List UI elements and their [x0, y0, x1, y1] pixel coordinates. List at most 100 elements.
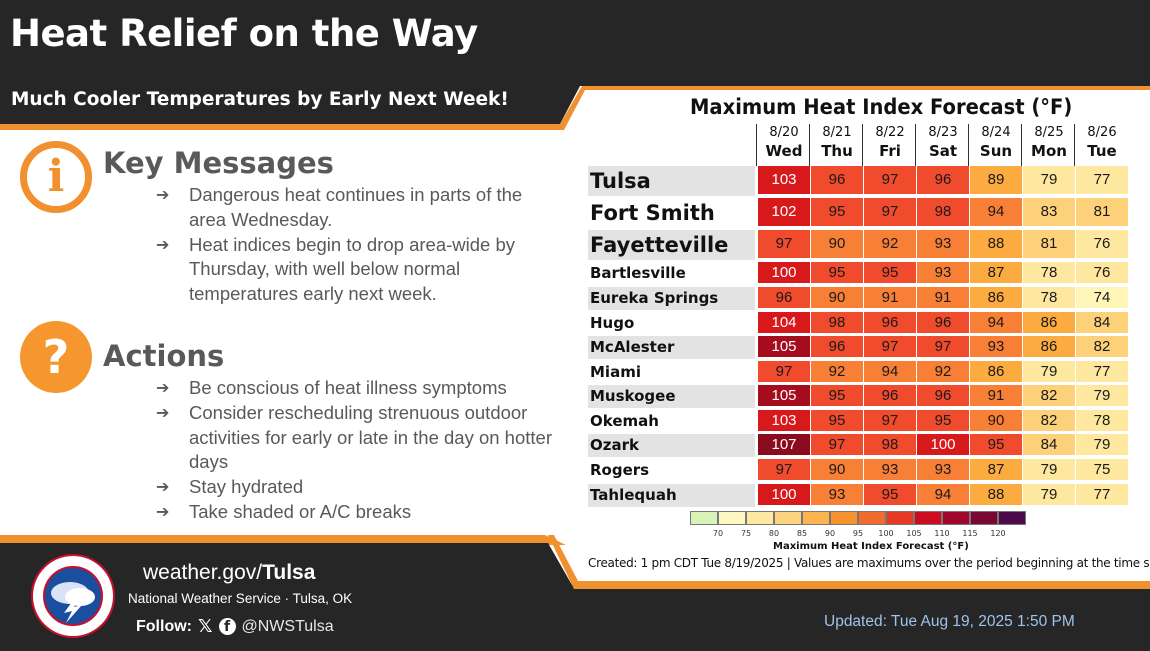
city-label: Fort Smith	[588, 198, 755, 228]
created-note: Created: 1 pm CDT Tue 8/19/2025 | Values…	[588, 556, 1150, 570]
heat-index-cell: 95	[864, 262, 916, 283]
day-weekday: Sun	[979, 142, 1013, 160]
day-date: 8/22	[875, 125, 905, 140]
heat-index-cell: 94	[917, 484, 969, 505]
day-date: 8/21	[822, 125, 852, 140]
city-label: Tahlequah	[588, 484, 755, 507]
social-handle[interactable]: @NWSTulsa	[241, 617, 334, 635]
city-label: Eureka Springs	[588, 287, 755, 310]
heat-index-cell: 95	[917, 410, 969, 431]
day-weekday: Wed	[765, 142, 803, 160]
legend-caption: Maximum Heat Index Forecast (°F)	[773, 541, 969, 552]
heat-index-cell: 93	[917, 459, 969, 480]
day-weekday: Thu	[821, 142, 853, 160]
city-label: Muskogee	[588, 385, 755, 408]
heat-index-cell: 82	[1076, 336, 1128, 357]
day-column-header: 8/23 Sat	[917, 124, 969, 161]
heat-index-cell: 94	[864, 361, 916, 382]
legend-swatch	[718, 511, 746, 525]
heat-index-cell: 92	[811, 361, 863, 382]
day-weekday: Mon	[1031, 142, 1067, 160]
page-title: Heat Relief on the Way	[10, 12, 478, 55]
heat-index-cell: 81	[1076, 198, 1128, 226]
day-date: 8/20	[769, 125, 799, 140]
website-link[interactable]: weather.gov/Tulsa	[143, 561, 316, 584]
heat-index-cell: 79	[1023, 459, 1075, 480]
day-column-header: 8/26 Tue	[1076, 124, 1128, 161]
legend-tick: 75	[740, 529, 752, 538]
day-weekday: Tue	[1087, 142, 1117, 160]
heat-index-cell: 95	[864, 484, 916, 505]
city-label: Tulsa	[588, 166, 755, 196]
facebook-icon[interactable]: f	[218, 618, 236, 635]
day-column-header: 8/21 Thu	[811, 124, 863, 161]
heat-index-cell: 94	[970, 198, 1022, 226]
heat-index-cell: 91	[864, 287, 916, 308]
heat-index-cell: 76	[1076, 262, 1128, 283]
heat-index-cell: 79	[1076, 385, 1128, 406]
column-divider	[862, 124, 863, 166]
list-item: ➔ Take shaded or A/C breaks	[156, 500, 556, 525]
footer-band	[0, 535, 1150, 651]
legend-tick: 100	[878, 529, 894, 538]
arrow-icon: ➔	[156, 378, 170, 397]
list-item: ➔ Stay hydrated	[156, 475, 556, 500]
day-column-header: 8/25 Mon	[1023, 124, 1075, 161]
heat-index-cell: 94	[970, 312, 1022, 333]
heat-index-cell: 90	[811, 459, 863, 480]
legend-swatch	[886, 511, 914, 525]
heat-index-cell: 88	[970, 230, 1022, 258]
heat-index-cell: 96	[917, 166, 969, 194]
legend-swatch	[690, 511, 718, 525]
heat-index-cell: 78	[1023, 287, 1075, 308]
follow-label: Follow:	[136, 617, 192, 635]
day-date: 8/25	[1034, 125, 1064, 140]
city-label: Okemah	[588, 410, 755, 433]
subtitle-band	[0, 78, 1150, 130]
heat-index-cell: 96	[917, 312, 969, 333]
heat-index-cell: 87	[970, 262, 1022, 283]
heat-index-cell: 97	[864, 410, 916, 431]
header-bar	[0, 0, 1150, 78]
day-weekday: Sat	[928, 142, 958, 160]
day-column-header: 8/20 Wed	[758, 124, 810, 161]
heat-index-cell: 84	[1023, 434, 1075, 455]
updated-timestamp: Updated: Tue Aug 19, 2025 1:50 PM	[824, 613, 1075, 630]
office-name: National Weather Service · Tulsa, OK	[128, 591, 353, 606]
heat-index-cell: 92	[864, 230, 916, 258]
heat-index-cell: 96	[811, 336, 863, 357]
heat-index-cell: 100	[758, 262, 810, 283]
heat-index-cell: 97	[758, 230, 810, 258]
heat-index-cell: 90	[811, 287, 863, 308]
heat-index-cell: 79	[1023, 166, 1075, 194]
nws-logo[interactable]	[30, 553, 116, 639]
heat-index-cell: 79	[1076, 434, 1128, 455]
heat-index-cell: 97	[811, 434, 863, 455]
heat-index-cell: 102	[758, 198, 810, 226]
heat-index-cell: 82	[1023, 410, 1075, 431]
actions-heading: Actions	[103, 339, 225, 373]
heat-index-cell: 78	[1023, 262, 1075, 283]
heat-index-cell: 96	[917, 385, 969, 406]
heat-index-cell: 96	[864, 385, 916, 406]
heat-index-cell: 97	[917, 336, 969, 357]
x-icon[interactable]: 𝕏	[197, 616, 213, 637]
question-icon: ?	[20, 321, 92, 393]
arrow-icon: ➔	[156, 501, 170, 521]
heat-index-cell: 75	[1076, 459, 1128, 480]
heat-index-cell: 78	[1076, 410, 1128, 431]
heat-index-cell: 79	[1023, 361, 1075, 382]
day-column-header: 8/22 Fri	[864, 124, 916, 161]
heat-index-cell: 97	[758, 459, 810, 480]
heat-index-cell: 97	[864, 336, 916, 357]
arrow-icon: ➔	[156, 185, 170, 204]
heat-index-cell: 92	[917, 361, 969, 382]
day-weekday: Fri	[879, 142, 901, 160]
column-divider	[968, 124, 969, 166]
heat-index-cell: 95	[811, 410, 863, 431]
heat-index-cell: 91	[970, 385, 1022, 406]
legend-swatch	[802, 511, 830, 525]
heat-index-cell: 86	[970, 287, 1022, 308]
legend-swatch	[746, 511, 774, 525]
day-date: 8/26	[1087, 125, 1117, 140]
